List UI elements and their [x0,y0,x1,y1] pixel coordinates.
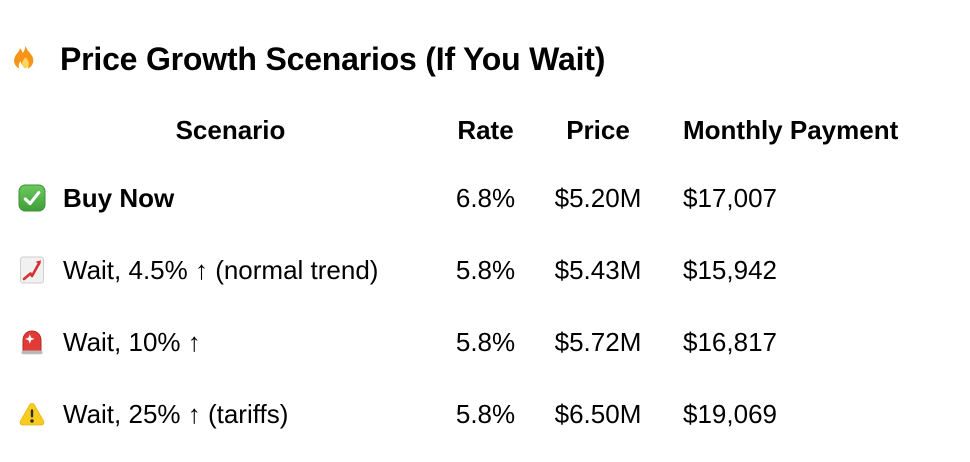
monthly-payment-value: $15,942 [683,254,777,285]
monthly-payment-value: $19,069 [683,398,777,429]
table-row-buy-now: Buy Now 6.8% $5.20M $17,007 [18,162,970,234]
price-value: $5.43M [554,254,642,285]
scenario-label: Buy Now [63,182,175,213]
rate-value: 5.8% [455,326,516,357]
column-header-monthly-payment: Monthly Payment [683,114,899,145]
price-value: $6.50M [554,398,642,429]
rate-value: 6.8% [455,182,516,213]
page-title: Price Growth Scenarios (If You Wait) [0,0,970,77]
column-header-price: Price [566,114,630,145]
police-car-light-icon [18,328,46,356]
table-header-row: Scenario Rate Price Monthly Payment [18,98,970,162]
scenario-table: Scenario Rate Price Monthly Payment [0,98,970,450]
table-row-wait-10: Wait, 10% ↑ 5.8% $5.72M $16,817 [18,306,970,378]
warning-icon [18,400,46,428]
column-header-rate: Rate [457,114,514,145]
price-value: $5.72M [554,326,642,357]
fire-icon [10,44,41,75]
page-title-text: Price Growth Scenarios (If You Wait) [60,41,606,77]
chart-increasing-icon [18,256,46,284]
price-value: $5.20M [554,182,642,213]
rate-value: 5.8% [455,398,516,429]
table-row-wait-normal-trend: Wait, 4.5% ↑ (normal trend) 5.8% $5.43M … [18,234,970,306]
check-mark-icon [18,184,46,212]
scenario-label: Wait, 4.5% ↑ (normal trend) [63,254,379,285]
monthly-payment-value: $17,007 [683,182,777,213]
column-header-scenario: Scenario [175,114,286,145]
rate-value: 5.8% [455,254,516,285]
monthly-payment-value: $16,817 [683,326,777,357]
scenario-label: Wait, 25% ↑ (tariffs) [63,398,289,429]
table-row-wait-tariffs: Wait, 25% ↑ (tariffs) 5.8% $6.50M $19,06… [18,378,970,450]
scenario-label: Wait, 10% ↑ [63,326,201,357]
